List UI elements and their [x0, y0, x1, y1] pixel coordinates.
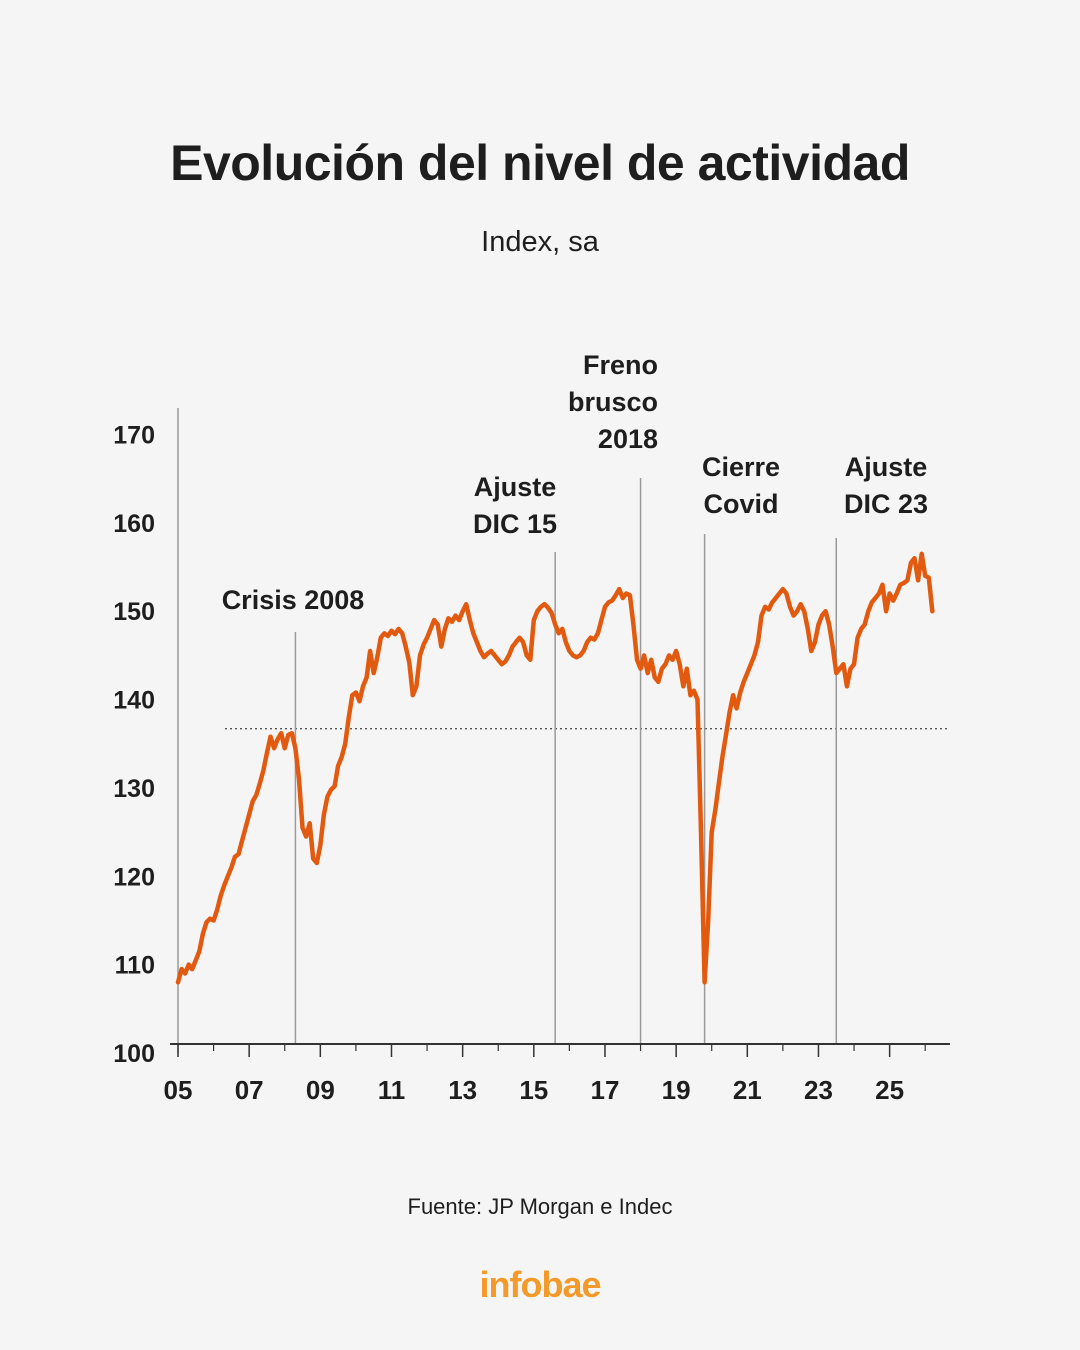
event-lines-layer [294, 478, 838, 1044]
x-tick-label: 17 [591, 1075, 620, 1105]
x-tick-label: 09 [306, 1075, 335, 1105]
axis-layer: 100 110 120 130 140 150 160 170 05 07 09 11 13 15 17 19… [113, 408, 950, 1105]
annotation-label: DIC 23 [844, 489, 928, 519]
annotation-label: Crisis 2008 [222, 585, 365, 615]
annotation-label: Covid [703, 489, 778, 519]
x-tick-label: 13 [448, 1075, 477, 1105]
annotation-label: DIC 15 [473, 509, 557, 539]
annotation-label: Freno [583, 350, 658, 380]
annotation-label: brusco [568, 387, 658, 417]
line-chart: 100 110 120 130 140 150 160 170 05 07 09 11 13 15 17 19… [113, 350, 950, 1105]
x-tick-label: 11 [378, 1075, 406, 1105]
x-tick-label: 15 [519, 1075, 548, 1105]
annotations-layer: Crisis 2008 Ajuste DIC 15 Freno brusco 2018 Ci… [222, 350, 928, 615]
x-tick-label: 05 [164, 1075, 193, 1105]
y-tick-label: 140 [113, 687, 155, 715]
x-tick-label: 23 [804, 1075, 833, 1105]
y-tick-label: 130 [113, 775, 155, 803]
y-tick-label: 120 [113, 863, 155, 891]
y-tick-label: 160 [113, 510, 155, 538]
chart-title: Evolución del nivel de actividad [170, 135, 910, 191]
annotation-label: Ajuste [845, 452, 928, 482]
y-tick-label: 100 [113, 1040, 155, 1068]
annotation-label: 2018 [598, 424, 658, 454]
annotation-label: Ajuste [474, 472, 557, 502]
x-tick-label: 19 [662, 1075, 691, 1105]
series-line [175, 551, 935, 985]
y-tick-label: 170 [113, 422, 155, 450]
y-tick-label: 150 [113, 598, 155, 626]
y-tick-label: 110 [115, 952, 155, 980]
x-tick-label: 25 [875, 1075, 904, 1105]
series-layer [175, 551, 935, 985]
chart-subtitle: Index, sa [481, 226, 599, 258]
annotation-label: Cierre [702, 452, 780, 482]
x-tick-label: 21 [733, 1075, 762, 1105]
source-note: Fuente: JP Morgan e Indec [407, 1194, 673, 1219]
x-tick-label: 07 [235, 1075, 264, 1105]
brand-logo: infobae [479, 1264, 601, 1305]
